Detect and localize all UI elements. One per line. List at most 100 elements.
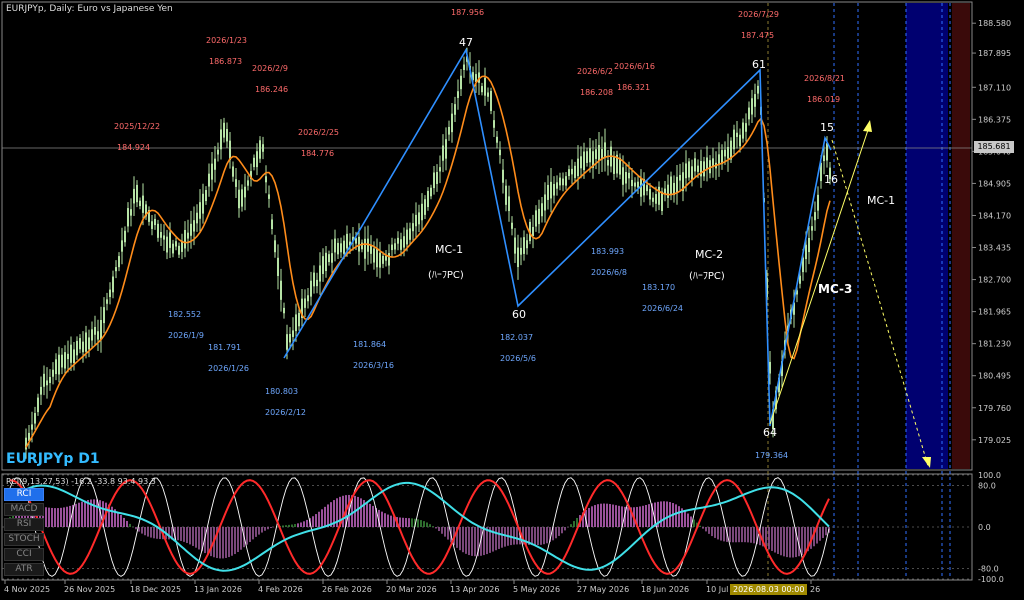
candle-body: [73, 349, 75, 364]
mc1-projection-arrow: [922, 457, 931, 468]
price-tick-label: 183.435: [978, 244, 1011, 253]
candle-body: [577, 158, 579, 177]
candle-body: [658, 186, 660, 205]
candle-body: [676, 176, 678, 194]
candle-body: [88, 337, 90, 350]
candle-body: [754, 94, 756, 107]
low-pivot-price: 182.037: [500, 333, 533, 342]
candle-body: [415, 214, 417, 227]
candle-body: [439, 167, 441, 172]
candle-body: [400, 239, 402, 250]
candle-body: [604, 142, 606, 158]
low-pivot-date: 2026/1/26: [208, 364, 249, 373]
candle-body: [508, 196, 510, 212]
candle-body: [514, 237, 516, 254]
candle-body: [94, 326, 96, 335]
wave-count-label: 15: [820, 121, 834, 134]
low-pivot-price: 181.864: [353, 340, 386, 349]
tab-macd[interactable]: MACD: [4, 503, 44, 516]
candle-body: [640, 178, 642, 197]
candle-body: [352, 236, 354, 241]
candle-body: [460, 75, 462, 90]
candle-body: [535, 210, 537, 227]
candle-body: [586, 151, 588, 163]
candle-body: [649, 189, 651, 200]
candle-body: [115, 267, 117, 272]
candle-body: [250, 171, 252, 180]
candle-body: [655, 194, 657, 204]
candle-body: [445, 139, 447, 159]
candle-body: [310, 280, 312, 297]
price-tick-label: 188.580: [978, 19, 1011, 28]
candle-body: [232, 166, 234, 177]
high-pivot-date: 2026/7/29: [738, 10, 779, 19]
price-tick-label: 187.895: [978, 49, 1011, 58]
low-pivot-date: 2026/5/6: [500, 354, 536, 363]
time-tick-label: 13 Apr 2026: [450, 585, 499, 594]
candle-body: [820, 163, 822, 182]
candle-body: [283, 307, 285, 314]
candle-body: [286, 334, 288, 350]
candle-body: [382, 255, 384, 264]
candle-body: [340, 243, 342, 253]
mc1-right-label: MC-1: [867, 194, 895, 207]
rci-red-line: [9, 479, 830, 575]
mc2-sublabel: (ﾊｰﾌPC): [689, 271, 725, 282]
candle-body: [322, 256, 324, 274]
candle-body: [466, 56, 468, 62]
candle-body: [349, 241, 351, 246]
high-pivot-price: 186.321: [617, 83, 650, 92]
candle-body: [268, 194, 270, 199]
low-pivot-date: 2026/6/8: [591, 268, 627, 277]
candle-body: [520, 247, 522, 255]
candle-body: [91, 329, 93, 341]
candle-body: [301, 298, 303, 319]
candle-body: [154, 218, 156, 226]
candle-body: [496, 136, 498, 143]
candle-body: [325, 252, 327, 271]
candle-body: [490, 90, 492, 111]
candle-body: [334, 238, 336, 253]
candle-body: [178, 245, 180, 255]
tab-rci[interactable]: RCI: [4, 488, 44, 501]
tab-cci[interactable]: CCI: [4, 548, 44, 561]
candle-body: [826, 143, 828, 161]
candle-body: [733, 129, 735, 150]
tab-stoch[interactable]: STOCH: [4, 533, 44, 546]
candle-body: [379, 252, 381, 268]
candle-body: [529, 221, 531, 242]
candle-body: [583, 151, 585, 171]
candle-body: [43, 373, 45, 387]
rci-header: RCI(9,13,27,53) -16.2 -33.8 93.4 93.3: [6, 477, 156, 486]
candle-body: [532, 226, 534, 237]
candle-body: [397, 237, 399, 244]
price-tick-label: 187.110: [978, 83, 1011, 92]
low-pivot-price: 183.170: [642, 283, 675, 292]
candle-body: [712, 158, 714, 168]
candle-body: [526, 240, 528, 249]
candle-body: [430, 187, 432, 197]
mc3-trend-arrow: [863, 120, 872, 132]
candle-body: [256, 151, 258, 168]
candle-body: [742, 122, 744, 139]
tab-atr[interactable]: ATR: [4, 563, 44, 576]
candle-body: [436, 172, 438, 184]
candle-body: [238, 189, 240, 209]
candle-body: [346, 233, 348, 249]
candle-body: [85, 332, 87, 352]
candle-body: [28, 432, 30, 441]
candle-body: [67, 353, 69, 360]
candle-body: [685, 163, 687, 179]
candle-body: [148, 210, 150, 222]
tab-rsi[interactable]: RSI: [4, 518, 44, 531]
price-tick-label: 179.025: [978, 436, 1011, 445]
candle-body: [193, 220, 195, 232]
current-price-tag: 185.681: [974, 141, 1014, 153]
candle-body: [595, 149, 597, 159]
candle-body: [274, 240, 276, 253]
candle-body: [391, 244, 393, 251]
candle-body: [451, 113, 453, 133]
candle-body: [370, 244, 372, 254]
